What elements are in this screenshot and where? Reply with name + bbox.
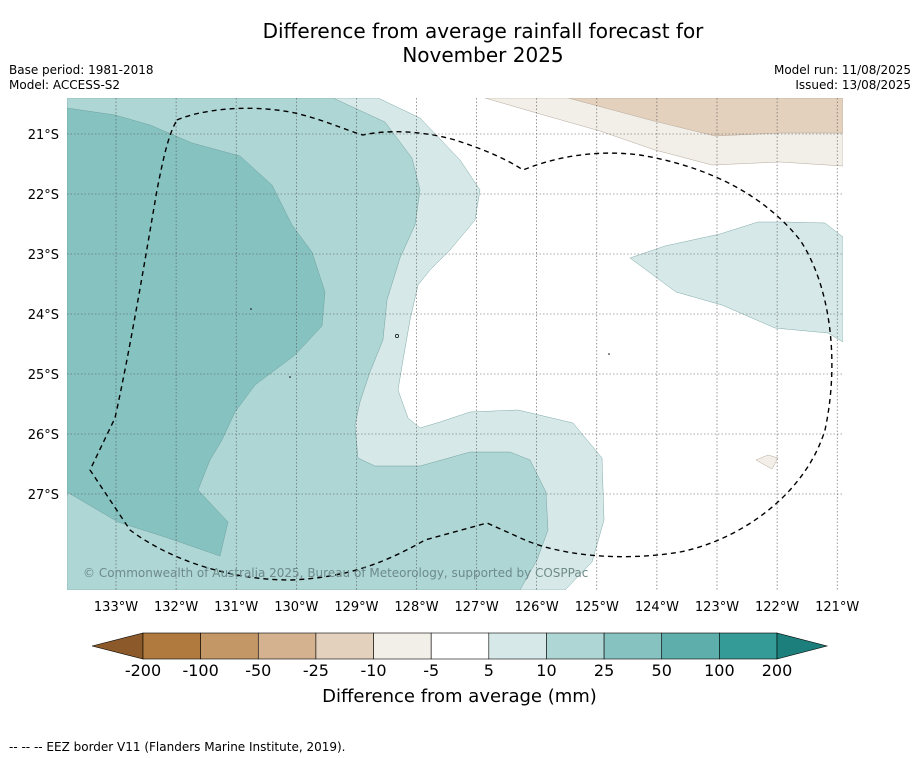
colorbar-swatch <box>373 632 432 660</box>
longitude-labels: 133°W 132°W 131°W 130°W 129°W 128°W 127°W 126°W… <box>94 600 860 615</box>
colorbar-arrow-low <box>91 632 144 660</box>
map-area: © Commonwealth of Australia 2025, Bureau… <box>67 98 843 590</box>
latitude-label: 24°S <box>28 308 59 323</box>
latitude-label: 27°S <box>28 488 59 503</box>
rainfall-region-minus25-minus10 <box>567 98 843 137</box>
rainfall-region-small-dry <box>755 454 779 470</box>
colorbar-swatch <box>603 632 663 660</box>
eez-border <box>89 107 833 581</box>
longitude-label: 133°W <box>94 600 138 615</box>
colorbar-tick-labels: -200 -100 -50 -25 -10 -5 5 10 25 50 100 200 <box>125 661 792 680</box>
longitude-label: 127°W <box>455 600 499 615</box>
rainfall-region-5-10-east <box>629 221 843 343</box>
metadata-left: Base period: 1981-2018 Model: ACCESS-S2 <box>9 63 154 93</box>
colorbar-tick-label: 50 <box>652 661 672 680</box>
eez-legend-footer: -- -- -- EEZ border V11 (Flanders Marine… <box>9 740 346 754</box>
copyright-text: © Commonwealth of Australia 2025, Bureau… <box>83 566 588 580</box>
latitude-labels: 21°S 22°S 23°S 24°S 25°S 26°S 27°S <box>28 128 59 503</box>
colorbar-swatch <box>315 632 374 660</box>
issued-text: Issued: 13/08/2025 <box>795 78 911 92</box>
colorbar-swatch <box>546 632 605 660</box>
latitude-label: 21°S <box>28 128 59 143</box>
colorbar-swatch <box>257 632 317 660</box>
longitude-label: 123°W <box>695 600 739 615</box>
colorbar-tick-label: 5 <box>484 661 494 680</box>
colorbar-tick-label: -10 <box>360 661 386 680</box>
colorbar-tick-label: -25 <box>303 661 329 680</box>
latitude-label: 23°S <box>28 248 59 263</box>
colorbar-swatch <box>661 632 720 660</box>
colorbar-tick-label: 200 <box>762 661 793 680</box>
colorbar-swatch <box>142 632 201 660</box>
longitude-label: 129°W <box>334 600 378 615</box>
map-title-line-1: Difference from average rainfall forecas… <box>262 19 704 43</box>
longitude-label: 122°W <box>755 600 799 615</box>
model-run-text: Model run: 11/08/2025 <box>773 63 911 77</box>
island-marker <box>608 353 610 355</box>
colorbar-tick-label: -200 <box>125 661 161 680</box>
colorbar-tick-label: 25 <box>594 661 614 680</box>
colorbar-tick-label: 10 <box>536 661 556 680</box>
colorbar-label: Difference from average (mm) <box>322 686 597 707</box>
colorbar <box>91 632 829 660</box>
colorbar-arrow-high <box>776 632 829 660</box>
base-period-text: Base period: 1981-2018 <box>9 63 154 77</box>
longitude-label: 126°W <box>515 600 559 615</box>
colorbar-tick-label: -5 <box>423 661 439 680</box>
longitude-label: 124°W <box>635 600 679 615</box>
metadata-right: Model run: 11/08/2025 Issued: 13/08/2025 <box>774 63 911 93</box>
colorbar-swatch <box>488 632 547 660</box>
colorbar-swatch <box>200 632 259 660</box>
longitude-label: 131°W <box>214 600 258 615</box>
island-marker <box>289 376 291 378</box>
island-marker <box>250 308 252 310</box>
longitude-label: 130°W <box>274 600 318 615</box>
map-title-line-2: November 2025 <box>402 43 564 67</box>
colorbar-tick-label: 100 <box>704 661 735 680</box>
colorbar-tick-label: -50 <box>245 661 271 680</box>
longitude-label: 125°W <box>575 600 619 615</box>
longitude-label: 128°W <box>394 600 438 615</box>
map-gridlines <box>67 98 843 590</box>
rainfall-region-5-10-west <box>332 98 605 590</box>
colorbar-swatch <box>430 632 490 660</box>
latitude-label: 22°S <box>28 188 59 203</box>
rainfall-region-25-50 <box>67 107 326 557</box>
colorbar-tick-label: -100 <box>182 661 218 680</box>
longitude-label: 132°W <box>154 600 198 615</box>
island-marker <box>395 334 399 338</box>
latitude-label: 26°S <box>28 428 59 443</box>
model-text: Model: ACCESS-S2 <box>9 78 121 92</box>
longitude-label: 121°W <box>815 600 859 615</box>
colorbar-swatch <box>719 632 778 660</box>
latitude-label: 25°S <box>28 368 59 383</box>
